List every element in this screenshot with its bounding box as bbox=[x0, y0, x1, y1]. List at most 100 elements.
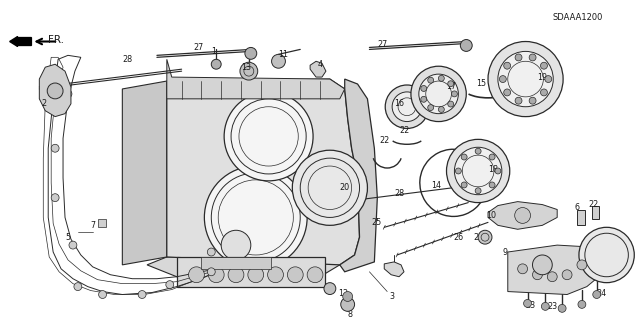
Text: 15: 15 bbox=[476, 78, 486, 87]
Circle shape bbox=[562, 270, 572, 280]
Circle shape bbox=[504, 89, 511, 96]
Circle shape bbox=[211, 59, 221, 69]
Circle shape bbox=[515, 208, 531, 223]
Text: 28: 28 bbox=[394, 189, 404, 198]
Polygon shape bbox=[310, 61, 326, 77]
Text: 2: 2 bbox=[42, 99, 47, 108]
Circle shape bbox=[495, 168, 501, 174]
Circle shape bbox=[343, 292, 353, 301]
Polygon shape bbox=[122, 81, 167, 265]
Text: 3: 3 bbox=[389, 292, 394, 301]
Text: 17: 17 bbox=[447, 83, 456, 92]
Text: 20: 20 bbox=[340, 183, 350, 192]
Circle shape bbox=[547, 272, 557, 282]
Circle shape bbox=[541, 62, 547, 69]
Circle shape bbox=[438, 75, 444, 81]
Circle shape bbox=[420, 85, 427, 92]
Text: 25: 25 bbox=[371, 218, 381, 227]
Text: 21: 21 bbox=[473, 233, 483, 242]
Text: 23: 23 bbox=[525, 301, 536, 310]
Circle shape bbox=[515, 54, 522, 61]
Circle shape bbox=[460, 40, 472, 51]
Text: 22: 22 bbox=[399, 126, 410, 135]
Polygon shape bbox=[167, 59, 345, 99]
Circle shape bbox=[240, 62, 258, 80]
Text: 12: 12 bbox=[338, 289, 348, 298]
Text: 24: 24 bbox=[596, 289, 607, 298]
Circle shape bbox=[138, 291, 146, 299]
Circle shape bbox=[529, 54, 536, 61]
Text: 7: 7 bbox=[91, 221, 96, 230]
Circle shape bbox=[475, 148, 481, 154]
Circle shape bbox=[475, 188, 481, 194]
Circle shape bbox=[558, 304, 566, 312]
Circle shape bbox=[448, 81, 454, 87]
Polygon shape bbox=[340, 79, 378, 272]
Circle shape bbox=[419, 74, 458, 114]
Text: 11: 11 bbox=[278, 50, 289, 59]
Text: FR.: FR. bbox=[48, 34, 64, 45]
Text: 16: 16 bbox=[394, 99, 404, 108]
Text: 6: 6 bbox=[575, 203, 580, 212]
Polygon shape bbox=[167, 79, 360, 265]
Polygon shape bbox=[202, 257, 271, 269]
Circle shape bbox=[324, 283, 336, 294]
Circle shape bbox=[541, 89, 547, 96]
Text: 9: 9 bbox=[503, 248, 508, 256]
Text: 22: 22 bbox=[589, 200, 599, 209]
Circle shape bbox=[451, 91, 458, 97]
Circle shape bbox=[428, 77, 434, 83]
Circle shape bbox=[428, 105, 434, 111]
Circle shape bbox=[529, 97, 536, 104]
Circle shape bbox=[578, 300, 586, 308]
Circle shape bbox=[579, 227, 634, 283]
Polygon shape bbox=[177, 257, 325, 286]
Circle shape bbox=[228, 267, 244, 283]
Circle shape bbox=[524, 300, 531, 308]
Circle shape bbox=[271, 54, 285, 68]
Circle shape bbox=[545, 76, 552, 83]
Text: 28: 28 bbox=[122, 55, 132, 64]
Circle shape bbox=[221, 230, 251, 260]
Circle shape bbox=[461, 154, 467, 160]
Circle shape bbox=[447, 139, 509, 203]
Polygon shape bbox=[592, 205, 598, 219]
Circle shape bbox=[51, 194, 59, 202]
Circle shape bbox=[287, 267, 303, 283]
Circle shape bbox=[245, 48, 257, 59]
Circle shape bbox=[307, 267, 323, 283]
Circle shape bbox=[411, 66, 467, 122]
Circle shape bbox=[456, 168, 461, 174]
Text: 18: 18 bbox=[488, 166, 498, 174]
Polygon shape bbox=[98, 219, 106, 227]
Circle shape bbox=[385, 85, 429, 129]
Circle shape bbox=[593, 291, 601, 299]
Circle shape bbox=[498, 51, 553, 107]
Circle shape bbox=[504, 62, 511, 69]
Circle shape bbox=[292, 150, 367, 225]
Circle shape bbox=[392, 92, 422, 122]
Polygon shape bbox=[577, 210, 585, 225]
Circle shape bbox=[224, 92, 313, 181]
Circle shape bbox=[489, 154, 495, 160]
Text: 23: 23 bbox=[547, 302, 557, 311]
Text: 8: 8 bbox=[348, 310, 353, 319]
Circle shape bbox=[532, 255, 552, 275]
Text: 13: 13 bbox=[241, 63, 251, 72]
Text: 14: 14 bbox=[431, 181, 441, 190]
Circle shape bbox=[207, 248, 215, 256]
Circle shape bbox=[541, 302, 549, 310]
Circle shape bbox=[99, 291, 106, 299]
Circle shape bbox=[499, 76, 506, 83]
Polygon shape bbox=[147, 257, 340, 277]
Polygon shape bbox=[508, 245, 607, 294]
Circle shape bbox=[248, 267, 264, 283]
Text: 5: 5 bbox=[65, 233, 70, 242]
Circle shape bbox=[189, 267, 204, 283]
Circle shape bbox=[74, 283, 82, 291]
Circle shape bbox=[532, 270, 542, 280]
Circle shape bbox=[515, 97, 522, 104]
Polygon shape bbox=[39, 64, 71, 117]
Text: 19: 19 bbox=[538, 73, 548, 82]
Text: 22: 22 bbox=[380, 136, 390, 145]
